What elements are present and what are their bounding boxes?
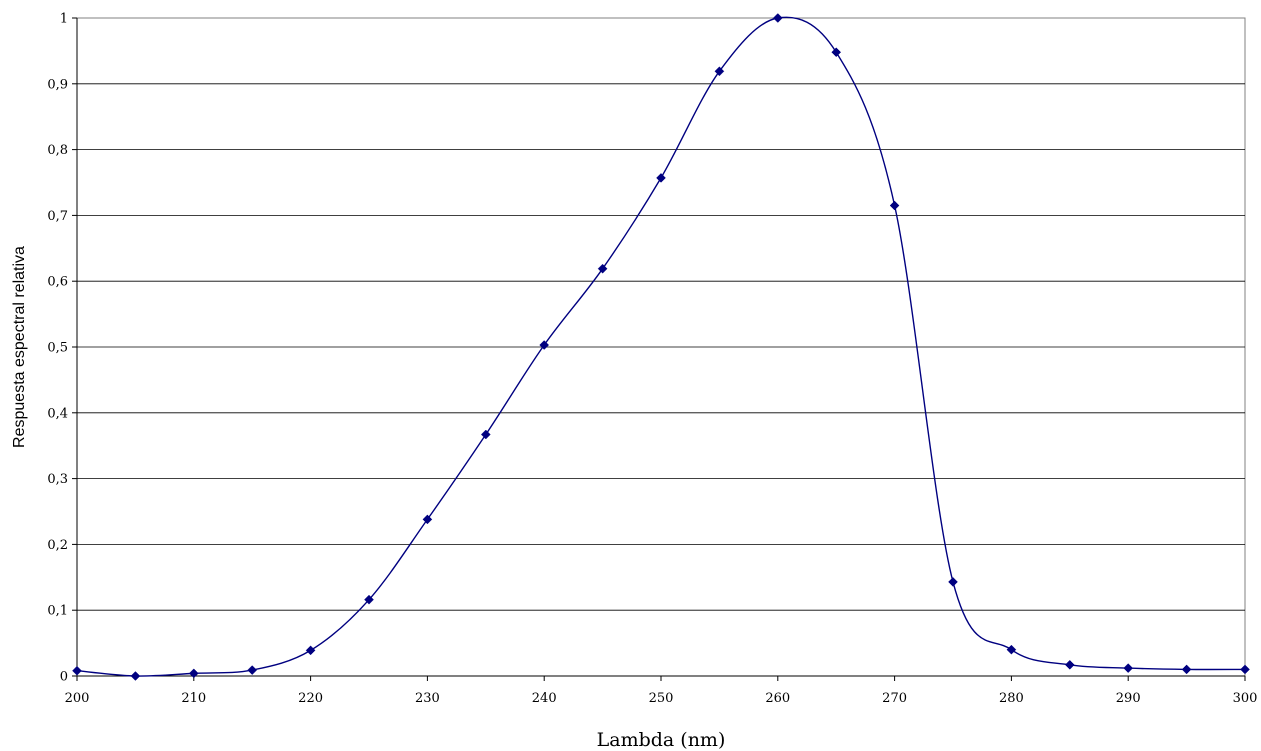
y-tick-label: 0,4 (47, 406, 68, 421)
data-point (948, 577, 958, 587)
data-point (597, 263, 608, 274)
x-tick-label: 290 (1116, 691, 1141, 706)
y-tick-label: 0,7 (47, 209, 68, 224)
data-point (188, 668, 199, 679)
y-axis-ticks: 0 0,1 0,2 0,3 0,4 0,5 0,6 0,7 0,8 0,9 1 (47, 12, 78, 685)
data-point (1123, 663, 1134, 673)
y-tick-label: 0,5 (47, 341, 68, 356)
data-point (831, 47, 842, 58)
data-point (305, 645, 316, 656)
x-tick-label: 300 (1233, 691, 1258, 706)
gridlines (77, 83, 1245, 611)
x-tick-label: 270 (882, 691, 907, 706)
data-point (1006, 644, 1017, 655)
x-axis-ticks: 200 210 220 230 240 250 260 270 280 290 300 (65, 675, 1258, 706)
y-tick-label: 0 (60, 670, 68, 685)
data-point (889, 200, 900, 211)
y-tick-label: 0,2 (47, 538, 68, 553)
series-layer (72, 13, 1250, 681)
data-point (714, 66, 725, 77)
x-tick-label: 280 (999, 691, 1024, 706)
x-tick-label: 230 (415, 691, 440, 706)
x-tick-label: 210 (181, 691, 206, 706)
data-point (1181, 664, 1192, 675)
data-point (656, 173, 666, 183)
x-tick-label: 220 (298, 691, 323, 706)
y-tick-label: 0,6 (47, 275, 68, 290)
x-tick-label: 200 (65, 691, 90, 706)
data-point (364, 594, 374, 605)
y-tick-label: 0,3 (47, 472, 68, 487)
x-axis-title: Lambda (nm) (597, 729, 726, 751)
data-point (130, 671, 141, 681)
y-axis-title: Respuesta espectral relativa (11, 246, 28, 448)
data-point (247, 665, 258, 675)
y-tick-label: 0,1 (47, 604, 68, 619)
x-tick-label: 260 (765, 691, 790, 706)
data-point (772, 13, 783, 23)
y-tick-label: 1 (60, 12, 68, 27)
y-tick-label: 0,9 (47, 77, 68, 92)
data-point (72, 665, 82, 676)
x-tick-label: 250 (649, 691, 674, 706)
y-tick-label: 0,8 (47, 143, 68, 158)
data-point (539, 340, 550, 350)
data-point (1240, 664, 1250, 675)
x-tick-label: 240 (532, 691, 557, 706)
data-point (422, 514, 433, 525)
data-point (480, 429, 491, 440)
data-point (1064, 659, 1075, 670)
